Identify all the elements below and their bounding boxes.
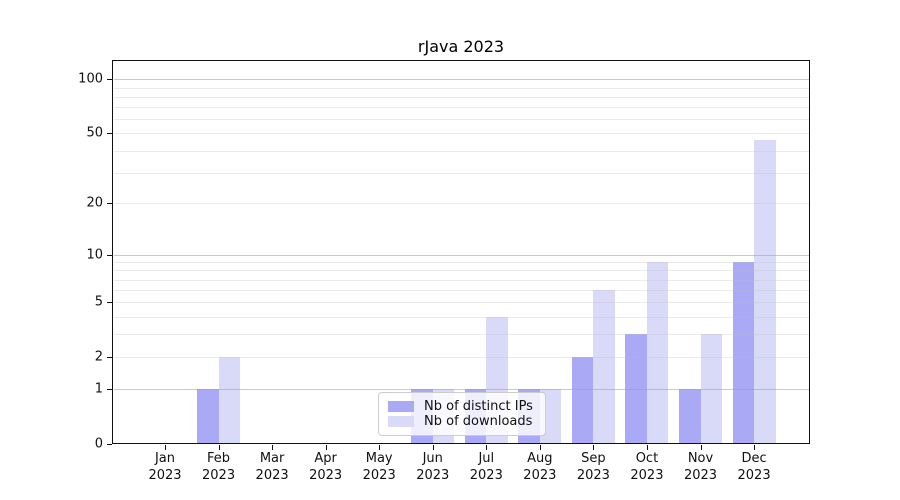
x-label-year: 2023 (683, 468, 718, 483)
x-tick-feb (218, 445, 220, 450)
y-tick-label-10: 10 (86, 247, 103, 263)
y-tick-label-50: 50 (86, 125, 103, 141)
x-label-month: Sep (581, 451, 606, 466)
x-tick-label-feb: Feb 2023 (189, 450, 249, 484)
x-label-month: Feb (207, 451, 231, 466)
x-label-year: 2023 (416, 468, 450, 483)
x-tick-jun (432, 445, 434, 450)
x-tick-jan (165, 445, 166, 450)
legend-item-downloads: Nb of downloads (388, 414, 536, 429)
y-tick-label-1: 1 (94, 381, 103, 397)
x-label-month: Aug (527, 451, 553, 466)
legend-swatch-downloads (388, 416, 414, 427)
x-label-month: Nov (687, 451, 714, 466)
x-label-year: 2023 (630, 468, 664, 483)
x-tick-label-mar: Mar 2023 (242, 450, 302, 484)
x-tick-sep (593, 445, 595, 450)
x-tick-label-sep: Sep 2023 (563, 450, 623, 484)
x-tick-nov (700, 445, 702, 450)
x-tick-label-may: May 2023 (349, 450, 409, 484)
x-label-year: 2023 (523, 468, 557, 483)
x-tick-jul (486, 445, 488, 450)
x-label-month: Apr (314, 451, 337, 466)
y-tick-label-5: 5 (94, 294, 103, 310)
plot-area (112, 60, 810, 444)
y-tick-label-100: 100 (78, 71, 103, 87)
x-label-month: Jul (478, 451, 495, 466)
x-tick-label-nov: Nov 2023 (671, 450, 731, 484)
legend-item-distinct-ips: Nb of distinct IPs (388, 399, 536, 414)
x-tick-label-jan: Jan 2023 (135, 450, 195, 484)
x-tick-apr (325, 445, 327, 450)
x-tick-label-jun: Jun 2023 (403, 450, 463, 484)
x-label-month: Oct (635, 451, 659, 466)
x-label-year: 2023 (309, 468, 343, 483)
x-label-year: 2023 (469, 468, 503, 483)
x-label-year: 2023 (576, 468, 610, 483)
x-label-month: Jan (154, 451, 176, 466)
x-tick-dec (754, 445, 756, 450)
x-label-month: Mar (259, 451, 285, 466)
legend-label-distinct-ips: Nb of distinct IPs (424, 399, 533, 414)
legend-swatch-distinct-ips (388, 401, 414, 412)
x-tick-may (379, 445, 381, 450)
x-label-year: 2023 (362, 468, 396, 483)
x-tick-aug (539, 445, 541, 450)
x-tick-mar (272, 445, 274, 450)
x-label-month: Jun (422, 451, 443, 466)
x-label-year: 2023 (202, 468, 236, 483)
y-tick-label-2: 2 (94, 349, 103, 365)
x-tick-label-jul: Jul 2023 (456, 450, 516, 484)
legend-label-downloads: Nb of downloads (424, 414, 533, 429)
x-label-year: 2023 (737, 468, 771, 483)
x-tick-label-dec: Dec 2023 (724, 450, 784, 484)
y-tick-label-20: 20 (86, 195, 103, 211)
x-label-month: May (365, 451, 393, 466)
y-tick-label-0: 0 (94, 436, 103, 452)
x-tick-label-oct: Oct 2023 (617, 450, 677, 484)
x-label-month: Dec (741, 451, 767, 466)
y-tick-0 (107, 444, 112, 445)
x-tick-label-aug: Aug 2023 (510, 450, 570, 484)
legend: Nb of distinct IPs Nb of downloads (378, 392, 546, 436)
chart-title: rJava 2023 (417, 37, 505, 56)
x-label-year: 2023 (148, 468, 182, 483)
x-tick-oct (646, 445, 648, 450)
x-label-year: 2023 (255, 468, 289, 483)
x-tick-label-apr: Apr 2023 (296, 450, 356, 484)
